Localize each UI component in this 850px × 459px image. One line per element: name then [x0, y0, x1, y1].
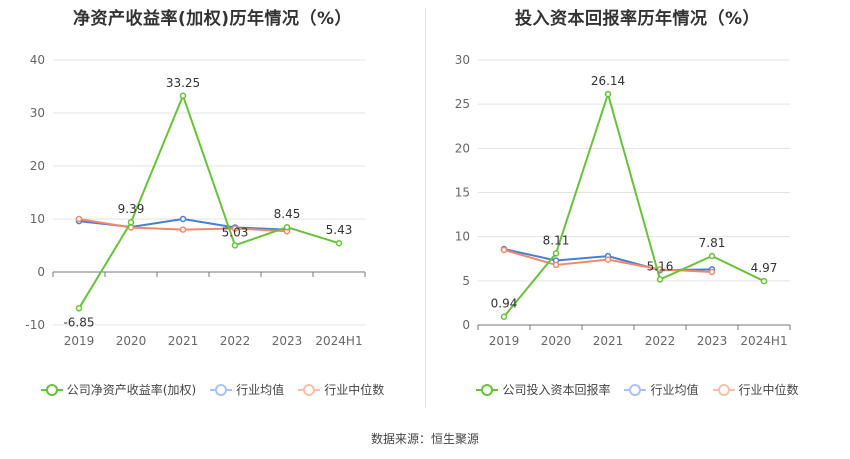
- company-point: [656, 276, 664, 283]
- x-tick-label: 2019: [489, 334, 520, 348]
- industry-median-point: [179, 226, 187, 233]
- industry-median-point: [75, 215, 83, 223]
- data-label: 8.11: [543, 233, 570, 247]
- legend-line-icon: [476, 383, 499, 396]
- x-tick-label: 2022: [645, 334, 676, 348]
- legend-line-icon: [712, 383, 735, 396]
- x-tick-label: 2021: [168, 334, 199, 348]
- y-tick-label: 25: [455, 97, 470, 111]
- industry-median-point: [708, 268, 716, 276]
- legend-label: 行业均值: [650, 383, 699, 397]
- roe-line-chart: -10 0 10 20 30 40 2019 2020 2021 2022 2023 2024H1 -6…: [25, 53, 366, 348]
- legend-line-icon: [40, 383, 63, 396]
- chart-title: 净资产收益率(加权)历年情况（%）: [72, 9, 353, 29]
- roic-chart-panel: 投入资本回报率历年情况（%） 0 5 10 15 20 25 30 2019 2020 2021 2…: [425, 0, 850, 410]
- y-tick-label: 15: [455, 186, 470, 200]
- chart-legend: 公司净资产收益率(加权) 行业均值 行业中位数: [0, 381, 425, 398]
- company-point: [708, 252, 716, 260]
- legend-label: 行业中位数: [738, 383, 799, 397]
- data-label: 9.39: [118, 202, 145, 216]
- legend-label: 公司投入资本回报率: [502, 383, 611, 397]
- legend-line-icon: [298, 383, 321, 396]
- company-point: [604, 90, 612, 98]
- x-tick-label: 2024H1: [740, 334, 787, 348]
- industry-average-point: [179, 215, 187, 223]
- y-tick-label: 40: [30, 53, 45, 67]
- y-tick-label: 10: [455, 230, 470, 244]
- legend-line-icon: [624, 383, 647, 396]
- chart-legend: 公司投入资本回报率 行业均值 行业中位数: [425, 381, 850, 398]
- company-point: [127, 218, 135, 226]
- data-label: 5.16: [647, 259, 674, 273]
- legend-label: 行业均值: [236, 383, 285, 397]
- y-tick-label: 0: [462, 318, 470, 332]
- x-tick-label: 2019: [64, 334, 95, 348]
- data-label: 5.03: [222, 225, 249, 239]
- data-label: 5.43: [326, 223, 353, 237]
- y-tick-label: -10: [25, 318, 45, 332]
- x-tick-label: 2022: [220, 334, 251, 348]
- y-tick-label: 30: [30, 106, 45, 120]
- company-line: [503, 93, 765, 318]
- x-tick-label: 2023: [272, 334, 303, 348]
- company-point: [552, 250, 560, 257]
- data-label: -6.85: [63, 315, 94, 329]
- data-label: 33.25: [166, 76, 200, 90]
- legend-label: 行业中位数: [324, 383, 385, 397]
- company-point: [760, 277, 768, 285]
- company-point: [335, 239, 343, 247]
- data-label: 4.97: [751, 261, 778, 275]
- data-label: 7.81: [699, 236, 726, 250]
- y-tick-label: 20: [455, 141, 470, 155]
- y-tick-label: 10: [30, 212, 45, 226]
- legend-item-average[interactable]: 行业均值: [624, 381, 699, 398]
- legend-item-company[interactable]: 公司净资产收益率(加权): [40, 381, 197, 398]
- legend-label: 公司净资产收益率(加权): [66, 383, 197, 397]
- legend-line-icon: [210, 383, 233, 396]
- company-point: [179, 92, 187, 100]
- x-tick-label: 2020: [116, 334, 147, 348]
- y-tick-label: 30: [455, 53, 470, 67]
- company-point: [500, 313, 508, 320]
- data-label: 0.94: [491, 297, 518, 311]
- chart-title: 投入资本回报率历年情况（%）: [514, 9, 761, 29]
- legend-item-company[interactable]: 公司投入资本回报率: [476, 381, 610, 398]
- y-tick-label: 0: [37, 265, 45, 279]
- roic-line-chart: 0 5 10 15 20 25 30 2019 2020 2021 2022 2023 2024H1 0.…: [455, 53, 791, 348]
- x-tick-label: 2021: [593, 334, 624, 348]
- industry-median-point: [552, 261, 560, 269]
- industry-median-point: [231, 225, 239, 232]
- company-point: [231, 242, 239, 249]
- y-tick-label: 20: [30, 159, 45, 173]
- legend-item-median[interactable]: 行业中位数: [712, 381, 799, 398]
- industry-median-point: [604, 256, 612, 263]
- x-tick-label: 2024H1: [315, 334, 362, 348]
- panel-divider: [425, 8, 426, 408]
- roe-chart-panel: 净资产收益率(加权)历年情况（%） -10 0 10 20 30 40 2019 2020 20…: [0, 0, 425, 410]
- company-line: [78, 94, 340, 309]
- company-point: [283, 223, 291, 231]
- x-tick-label: 2020: [541, 334, 572, 348]
- company-point: [75, 305, 83, 312]
- data-label: 8.45: [274, 207, 301, 221]
- legend-item-average[interactable]: 行业均值: [210, 381, 284, 398]
- y-tick-label: 5: [462, 274, 470, 288]
- legend-item-median[interactable]: 行业中位数: [298, 381, 384, 398]
- industry-median-point: [500, 246, 508, 254]
- data-source-note: 数据来源：恒生聚源: [370, 432, 479, 446]
- data-label: 26.14: [591, 74, 625, 88]
- x-tick-label: 2023: [697, 334, 728, 348]
